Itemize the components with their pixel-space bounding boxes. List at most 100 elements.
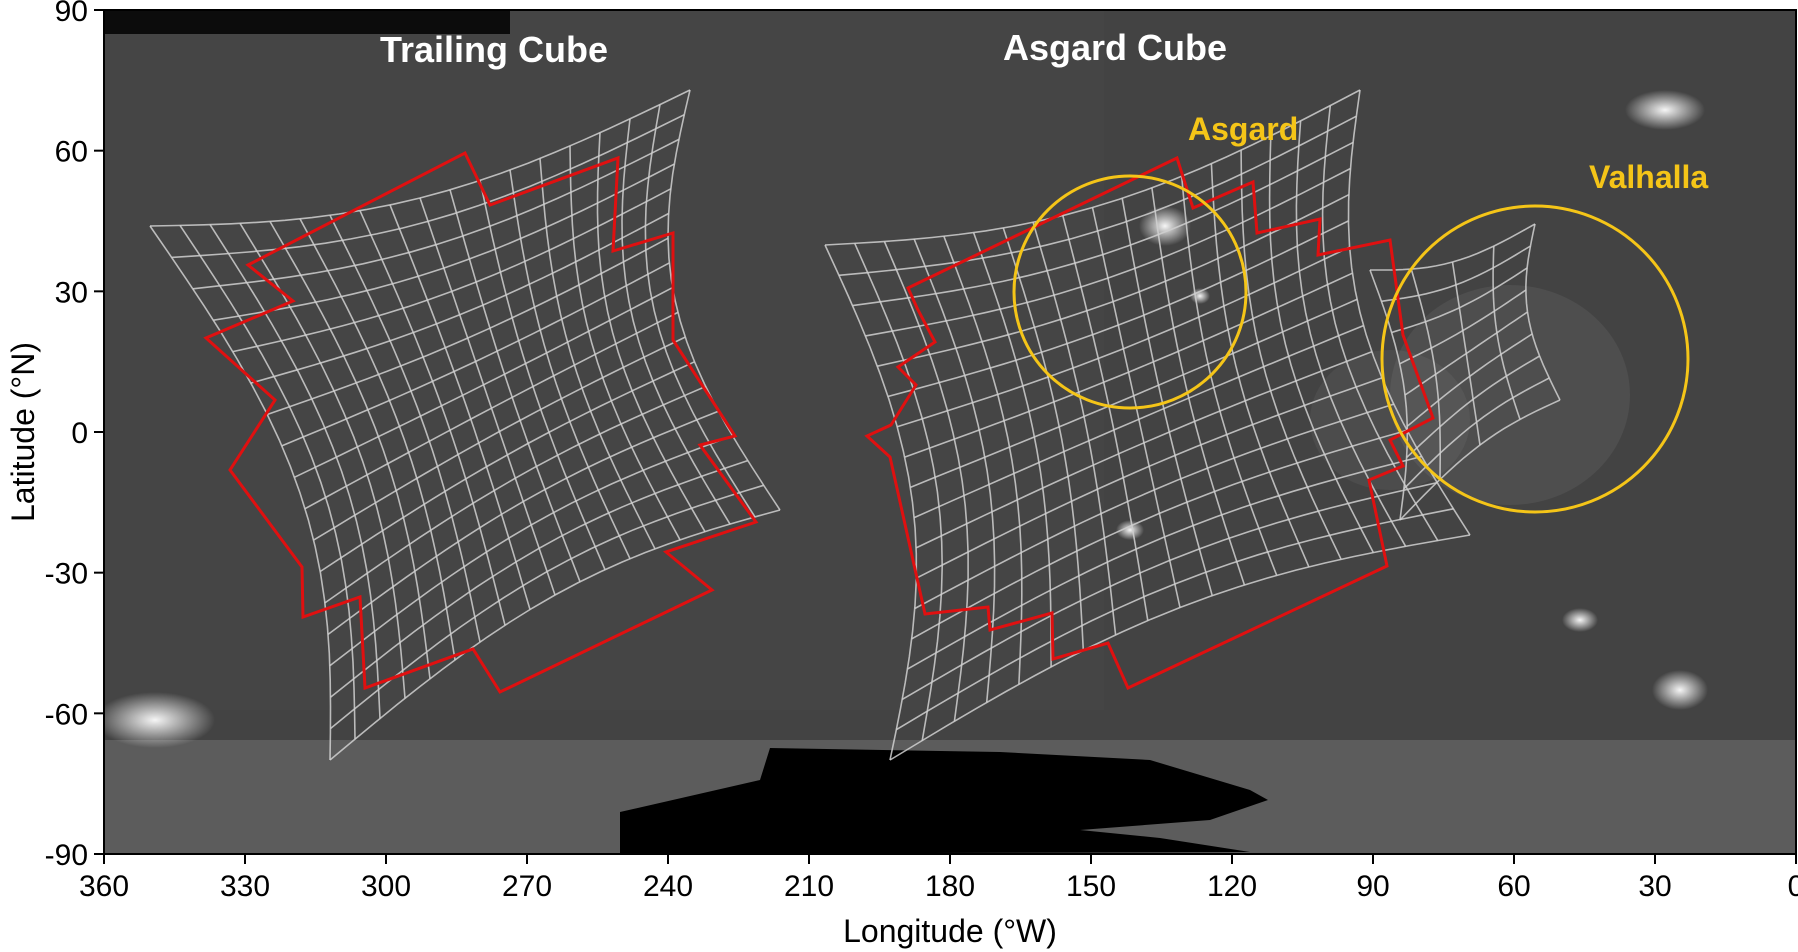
trailing-cube-grid-line xyxy=(232,188,672,353)
x-tick-label: 300 xyxy=(361,870,411,903)
trailing-cube-grid-line xyxy=(209,224,381,719)
asgard-cube-grid-line xyxy=(1032,222,1117,635)
trailing-cube-grid-line xyxy=(621,118,731,525)
valhalla-cube-grid-line xyxy=(1404,311,1528,396)
trailing-cube-grid-line xyxy=(359,210,506,626)
asgard-cube-grid-line xyxy=(1121,198,1213,596)
asgard-cube-grid-line xyxy=(1062,215,1149,621)
asgard-cube-grid-line xyxy=(901,481,1438,701)
x-tick-label: 360 xyxy=(79,870,129,903)
trailing-cube-grid-line xyxy=(329,509,781,761)
x-tick-label: 240 xyxy=(643,870,693,903)
x-tick-label: 90 xyxy=(1356,870,1389,903)
asgard-circle xyxy=(1012,174,1248,410)
trailing-cube-grid-line xyxy=(419,197,556,596)
valhalla-cube-grid-line xyxy=(1381,245,1531,303)
y-tick-label: 60 xyxy=(55,136,88,169)
valhalla-cube-grid-line xyxy=(1403,377,1550,490)
x-tick-label: 120 xyxy=(1207,870,1257,903)
asgard-cube-grid-line xyxy=(915,377,1383,579)
x-tick-label: 30 xyxy=(1638,870,1671,903)
asgard-cube-grid-line xyxy=(887,220,1349,398)
valhalla-cube-grid-line xyxy=(1406,355,1541,459)
trailing-cube-grid-line xyxy=(294,286,673,479)
y-tick-label: 30 xyxy=(55,276,88,309)
asgard-cube-grid-line xyxy=(853,242,944,741)
trailing-cube-grid-line xyxy=(313,336,686,541)
x-tick-label: 0 xyxy=(1788,870,1798,903)
asgard-cube-grid-line xyxy=(911,429,1408,640)
x-axis: 360 330 300 270 240 210 180 150 120 90 60 30 0 xyxy=(79,854,1798,903)
trailing-cube-outline xyxy=(203,150,759,694)
asgard-cube-grid-line xyxy=(1268,135,1375,553)
trailing-cube-grid-line xyxy=(327,410,719,636)
trailing-cube-grid-line xyxy=(266,237,669,416)
trailing-cube-grid-line xyxy=(644,104,756,518)
trailing-cube-grid-line xyxy=(213,163,675,321)
no-data-gap-top xyxy=(104,10,510,34)
y-tick-label: -60 xyxy=(45,698,88,731)
valhalla-cube-grid-line xyxy=(1399,289,1527,365)
valhalla-cube-grid-line xyxy=(1391,267,1528,334)
trailing-cube-grid-line xyxy=(304,311,679,510)
asgard-cube-grid-line xyxy=(913,238,996,703)
feature-circles xyxy=(1012,174,1690,514)
valhalla-label: Valhalla xyxy=(1589,159,1708,195)
asgard-cube-grid-line xyxy=(824,89,1361,246)
trailing-cube-grid-line xyxy=(250,212,669,384)
asgard-cube-grid-line xyxy=(972,232,1052,667)
asgard-cube-grid-line xyxy=(895,508,1454,731)
asgard-cube-grid-line xyxy=(1347,89,1471,536)
asgard-cube-grid-line xyxy=(915,351,1373,549)
x-tick-label: 180 xyxy=(925,870,975,903)
asgard-cube-grid-line xyxy=(883,241,969,722)
trailing-cube-label: Trailing Cube xyxy=(380,29,608,70)
trailing-cube-grid-line xyxy=(389,204,531,610)
trailing-cube-grid-line xyxy=(319,361,695,573)
basemap xyxy=(104,10,1796,854)
y-tick-label: -30 xyxy=(45,558,88,591)
y-tick-label: 90 xyxy=(55,0,88,28)
trailing-cube-grid-line xyxy=(149,89,691,227)
trailing-cube-grid-line xyxy=(324,385,706,604)
y-tick-label: -90 xyxy=(45,839,88,872)
y-tick-label: 0 xyxy=(71,417,88,450)
asgard-cube-grid-line xyxy=(865,167,1351,337)
trailing-cube-grid-line xyxy=(596,132,706,533)
no-data-gap xyxy=(620,748,1268,854)
x-tick-label: 150 xyxy=(1066,870,1116,903)
asgard-cube-grid-line xyxy=(877,193,1350,367)
trailing-cube-grid-line xyxy=(667,89,781,511)
asgard-cube-grid-line xyxy=(889,534,1471,761)
trailing-cube-grid-line xyxy=(171,113,685,259)
asgard-cube-outline xyxy=(864,155,1435,691)
asgard-cube-grid-line xyxy=(1151,187,1246,586)
asgard-cube-grid-line xyxy=(852,141,1354,307)
asgard-cube-grid-line xyxy=(943,236,1023,685)
asgard-cube-grid-line xyxy=(1210,163,1310,568)
trailing-cube-grid-line xyxy=(281,262,670,447)
asgard-cube-label: Asgard Cube xyxy=(1003,27,1227,68)
trailing-cube-grid-line xyxy=(509,169,631,560)
trailing-cube-grid-line xyxy=(329,214,481,643)
asgard-label: Asgard xyxy=(1188,111,1298,147)
cube-footprints xyxy=(149,89,1561,761)
trailing-cube-grid-line xyxy=(269,221,431,679)
trailing-cube-grid-line xyxy=(192,138,680,290)
trailing-cube-grid-line xyxy=(329,435,733,667)
trailing-cube-grid-line xyxy=(539,158,656,550)
asgard-cube-grid-line xyxy=(910,298,1358,489)
y-axis: 90 60 30 0 -30 -60 -90 xyxy=(45,0,104,872)
asgard-cube-grid-line xyxy=(838,115,1357,277)
trailing-cube-grid-line xyxy=(330,459,748,698)
valhalla-circle xyxy=(1380,204,1690,514)
trailing-cube-grid-line xyxy=(299,218,456,661)
trailing-cube-grid-line xyxy=(569,145,681,541)
asgard-cube-grid-line xyxy=(913,324,1364,519)
trailing-cube-grid-line xyxy=(449,189,581,582)
trailing-cube-grid-line xyxy=(329,484,764,730)
valhalla-cube-grid-line xyxy=(1406,333,1533,427)
valhalla-cube-grid-line xyxy=(1370,223,1536,271)
x-tick-label: 210 xyxy=(784,870,834,903)
